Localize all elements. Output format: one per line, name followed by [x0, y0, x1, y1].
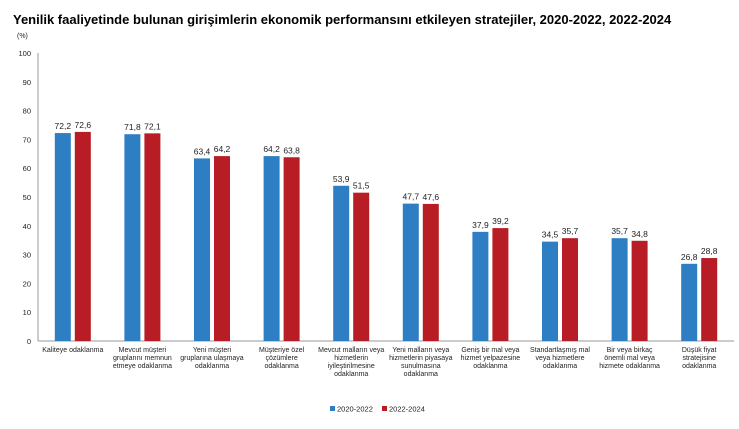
x-tick-label: odaklanma [404, 371, 438, 378]
data-label: 63,8 [283, 145, 300, 155]
y-tick-label: 20 [23, 279, 31, 288]
x-tick-label: Kaliteye odaklanma [42, 347, 103, 354]
legend-swatch [382, 406, 387, 411]
bar-2020-2022 [194, 158, 210, 341]
bar-2020-2022 [681, 263, 698, 341]
y-tick-label: 100 [18, 49, 31, 58]
y-axis-unit: (%) [17, 33, 28, 40]
bar-2020-2022 [263, 156, 280, 341]
y-tick-label: 50 [23, 193, 31, 202]
y-tick-label: 40 [23, 222, 31, 231]
data-label: 63,4 [194, 146, 211, 156]
x-tick-label: önemli mal veya [604, 355, 655, 362]
data-label: 72,6 [75, 120, 92, 130]
data-label: 51,5 [353, 181, 370, 191]
x-tick-label: Bir veya birkaç [607, 347, 653, 354]
data-label: 64,2 [263, 144, 280, 154]
bar-2022-2024 [422, 203, 439, 341]
bar-2020-2022 [542, 241, 558, 341]
x-tick-label: iyileştirilmesine [328, 363, 375, 370]
data-label: 53,9 [333, 174, 350, 184]
x-tick-label: Mevcut malların veya [318, 347, 384, 354]
x-tick-label: sunulmasına [401, 363, 441, 370]
data-label: 34,8 [631, 229, 648, 239]
bar-2020-2022 [402, 203, 419, 341]
x-tick-label: çözümlere [265, 355, 297, 362]
x-tick-label: odaklanma [195, 363, 229, 370]
x-tick-label: Müşteriye özel [259, 347, 305, 354]
bar-2022-2024 [353, 192, 370, 341]
x-tick-label: odaklanma [473, 363, 507, 370]
data-label: 47,7 [403, 192, 420, 202]
data-label: 35,7 [611, 226, 628, 236]
x-tick-label: Düşük fiyat [682, 347, 717, 354]
x-tick-label: hizmete odaklanma [599, 363, 660, 370]
data-label: 72,1 [144, 121, 161, 131]
data-label: 39,2 [492, 216, 509, 226]
bar-2022-2024 [214, 156, 230, 341]
legend-label: 2020-2022 [337, 405, 373, 414]
y-tick-label: 80 [23, 107, 31, 116]
x-tick-label: hizmet yelpazesine [461, 355, 521, 362]
y-tick-label: 10 [23, 308, 31, 317]
data-label: 28,8 [701, 246, 718, 256]
x-tick-label: Standartlaşmış mal [530, 347, 590, 354]
x-tick-label: Geniş bir mal veya [461, 347, 519, 354]
bar-2020-2022 [54, 133, 71, 341]
data-label: 47,6 [423, 192, 440, 202]
bar-2022-2024 [562, 238, 578, 341]
y-tick-label: 70 [23, 135, 31, 144]
y-tick-label: 90 [23, 78, 31, 87]
x-tick-label: Yeni müşteri [193, 347, 232, 354]
x-tick-label: stratejisine [682, 355, 716, 362]
data-label: 64,2 [214, 144, 231, 154]
bar-2020-2022 [124, 134, 141, 341]
x-tick-label: veya hizmetlere [535, 355, 584, 362]
x-tick-label: odaklanma [543, 363, 577, 370]
bar-2022-2024 [492, 228, 509, 341]
x-tick-label: Mevcut müşteri [119, 347, 167, 354]
bar-2022-2024 [144, 133, 161, 341]
data-label: 72,2 [55, 121, 72, 131]
chart-title: Yenilik faaliyetinde bulunan girişimleri… [13, 12, 672, 27]
x-tick-label: odaklanma [264, 363, 298, 370]
bar-2022-2024 [74, 131, 91, 341]
bar-2022-2024 [631, 240, 648, 341]
x-tick-label: gruplarına ulaşmaya [180, 355, 244, 362]
bar-2020-2022 [333, 185, 350, 341]
x-tick-label: odaklanma [334, 371, 368, 378]
x-tick-label: etmeye odaklanma [113, 363, 172, 370]
bar-2020-2022 [611, 238, 628, 341]
legend-label: 2022-2024 [389, 405, 425, 414]
data-label: 71,8 [124, 122, 141, 132]
x-tick-label: hizmetlerin piyasaya [389, 355, 453, 362]
y-tick-label: 0 [27, 337, 31, 346]
data-label: 34,5 [542, 230, 559, 240]
x-tick-label: odaklanma [682, 363, 716, 370]
bar-2020-2022 [472, 231, 489, 341]
data-label: 37,9 [472, 220, 489, 230]
bar-2022-2024 [283, 157, 300, 341]
x-tick-label: Yeni malların veya [392, 347, 449, 354]
x-tick-label: gruplarını memnun [113, 355, 172, 362]
y-tick-label: 30 [23, 251, 31, 260]
x-tick-label: hizmetlerin [334, 355, 368, 362]
data-label: 26,8 [681, 252, 698, 262]
bar-2022-2024 [701, 258, 718, 341]
data-label: 35,7 [562, 226, 579, 236]
y-tick-label: 60 [23, 164, 31, 173]
legend-swatch [330, 406, 335, 411]
